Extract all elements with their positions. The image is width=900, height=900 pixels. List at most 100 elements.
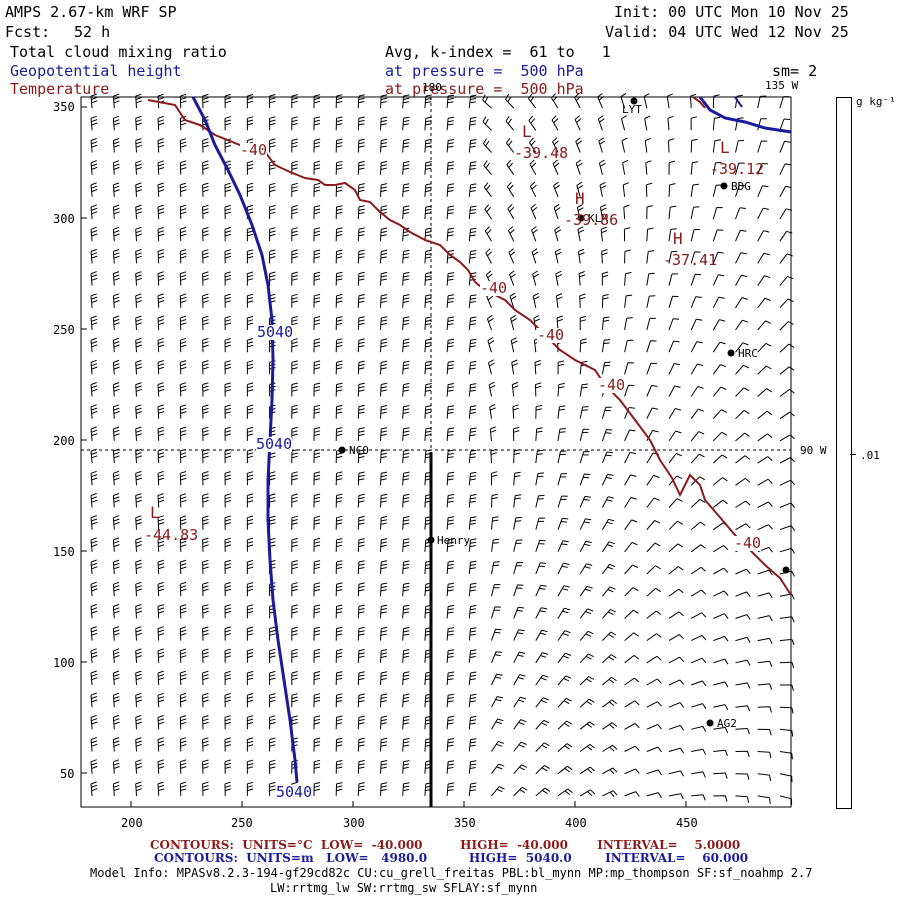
model-title: AMPS 2.67-km WRF SP [5,3,177,21]
wind-barb [202,715,209,730]
wind-barb [335,138,343,153]
wind-barb [202,559,209,575]
wind-barb [574,93,581,109]
wind-barb [90,603,98,619]
wind-barb [224,249,232,264]
wind-barb [179,781,187,796]
wind-barb [513,651,526,664]
wind-barb [313,427,321,441]
temp-label-3: -40 [537,326,565,344]
station-AG2-label: AG2 [717,717,737,730]
wind-barb [624,339,634,353]
wind-barb [601,518,615,530]
wind-barb [380,649,388,663]
wind-barb [735,342,749,353]
wind-barb [579,608,594,619]
wind-barb [224,759,232,774]
wind-barb [179,249,187,264]
wind-barb [135,692,142,708]
wind-barb [112,359,120,375]
wind-barb [712,409,727,420]
wind-barb [624,294,633,308]
station-BDG-dot [720,182,728,190]
wind-barb [313,205,321,220]
wind-barb [313,604,321,619]
wind-barb [202,648,209,663]
wind-barb [690,386,704,397]
wind-barb [601,316,610,331]
wind-barb [402,715,410,730]
wind-barb [468,582,477,597]
wind-barb [157,293,165,308]
wind-barb [668,363,681,375]
wind-barb [579,338,587,353]
wind-barb [112,93,120,109]
wind-barb [468,116,477,131]
wind-barb [202,759,209,774]
wind-barb [468,338,477,353]
wind-barb [535,517,545,530]
station-BDG-label: BDG [731,180,751,193]
wind-barb [557,630,571,641]
station-Henry-label: Henry [437,534,471,547]
wind-barb [446,294,455,308]
wind-barb [135,226,142,242]
wind-barb [557,450,567,464]
wind-barb [224,338,232,353]
wind-barb [402,427,410,441]
wind-barb [135,182,142,197]
wind-barb [579,563,593,575]
wind-barb [468,471,477,486]
wind-barb [269,515,276,530]
wind-barb [491,741,504,752]
wind-barb [446,161,455,175]
wind-barb [646,746,662,753]
wind-barb [735,432,750,442]
wind-barb [246,781,254,796]
wind-barb [513,449,521,464]
wind-barb [202,781,209,796]
wind-barb [551,93,559,109]
wind-barb [291,626,298,641]
wind-barb [112,714,120,730]
wind-barb [489,403,496,419]
wind-barb [335,404,343,419]
wind-barb [690,116,698,131]
wind-barb [112,493,120,508]
wind-barb [757,478,773,486]
wind-barb [179,670,187,686]
wind-barb [779,230,793,242]
wind-barb [402,138,410,153]
wind-barb [551,115,559,131]
wind-barb [446,405,455,419]
wind-barb [712,161,722,175]
wind-barb [690,206,700,220]
wind-barb [735,409,750,420]
wind-barb [380,338,388,353]
wind-barb [202,204,209,220]
wind-barb [757,501,773,508]
wind-barb [380,116,388,131]
wind-barb [578,248,585,264]
wind-barb [224,116,232,131]
wind-barb [246,582,254,597]
wind-barb [446,649,455,663]
wind-barb [424,338,432,353]
wind-barb [380,560,388,575]
wind-barb [246,670,254,686]
wind-barb [646,678,662,686]
forecast-hours: 52 h [74,23,111,41]
wind-barb [90,648,98,663]
wind-barb [579,630,594,641]
wind-barb [380,693,388,708]
x-tick-400: 400 [565,816,587,830]
wind-barb [602,608,616,619]
wind-barb [246,271,254,286]
wind-barb [357,582,365,597]
wind-barb [690,273,702,286]
wind-barb [491,584,501,597]
wind-barb [557,495,568,508]
wind-barb [557,788,573,797]
wind-barb [646,250,655,264]
plot-frame [80,96,792,808]
